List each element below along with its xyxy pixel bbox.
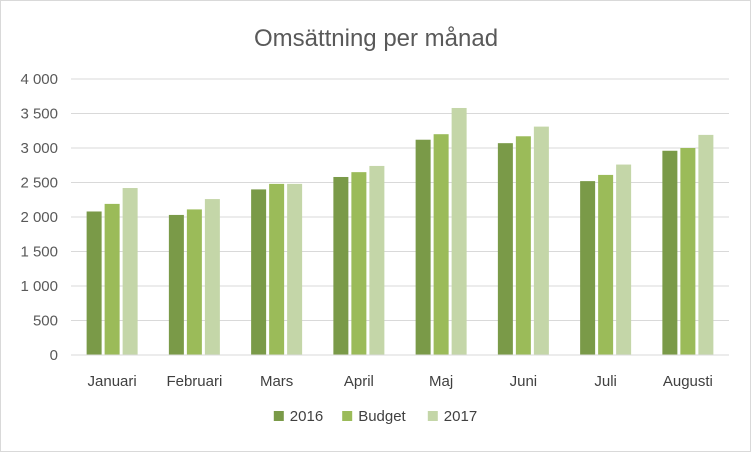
bar-budget-juni: [515, 136, 531, 355]
y-tick-label: 500: [33, 313, 58, 330]
y-tick-label: 3 500: [20, 106, 58, 123]
legend-label-budget: Budget: [358, 408, 406, 425]
x-category-label: Juli: [594, 373, 617, 390]
y-tick-label: 2 500: [20, 175, 58, 192]
y-tick-label: 2 000: [20, 209, 58, 226]
bar-2016-mars: [251, 189, 267, 355]
bar-budget-mars: [269, 183, 285, 355]
x-axis-categories: Januari Februari Mars April Maj Juni Juli Augus…: [88, 373, 713, 390]
x-category-label: Februari: [166, 373, 222, 390]
x-category-label: Maj: [429, 373, 453, 390]
bar-budget-maj: [433, 134, 449, 355]
bar-2016-januari: [86, 211, 102, 355]
bar-2016-maj: [415, 139, 431, 355]
y-tick-label: 3 000: [20, 140, 58, 157]
bar-2017-juni: [533, 126, 549, 355]
bar-2017-april: [369, 165, 385, 355]
bar-2017-juli: [616, 164, 632, 355]
bar-2017-maj: [451, 107, 467, 355]
bar-2017-januari: [122, 188, 138, 355]
bar-2017-augusti: [698, 134, 714, 355]
bar-budget-februari: [186, 209, 202, 355]
legend-swatch-2016: [273, 411, 284, 421]
bars: [86, 107, 714, 355]
bar-2016-april: [333, 176, 349, 355]
y-tick-label: 1 000: [20, 278, 58, 295]
legend-swatch-budget: [342, 411, 353, 421]
x-category-label: Augusti: [663, 373, 713, 390]
bar-2016-juni: [497, 143, 513, 355]
legend-label-2016: 2016: [290, 408, 323, 425]
bar-2017-februari: [204, 199, 220, 355]
legend-label-2017: 2017: [444, 408, 477, 425]
x-category-label: April: [344, 373, 374, 390]
bar-budget-augusti: [680, 148, 696, 355]
bar-2016-juli: [580, 181, 596, 355]
legend-swatch-2017: [427, 411, 438, 421]
x-category-label: Januari: [88, 373, 137, 390]
bar-budget-januari: [104, 203, 120, 355]
y-tick-label: 1 500: [20, 244, 58, 261]
y-tick-label: 0: [50, 347, 58, 364]
legend: 2016 Budget 2017: [273, 408, 477, 425]
bar-2016-augusti: [662, 150, 678, 355]
bar-budget-april: [351, 172, 367, 355]
bar-2017-mars: [287, 183, 303, 355]
y-tick-label: 4 000: [20, 71, 58, 88]
x-category-label: Mars: [260, 373, 293, 390]
y-axis-ticks: 0 500 1 000 1 500 2 000 2 500 3 000 3 500 4 000: [20, 71, 58, 364]
chart-title: Omsättning per månad: [254, 25, 498, 52]
x-category-label: Juni: [510, 373, 538, 390]
bar-2016-februari: [168, 214, 184, 355]
bar-budget-juli: [598, 174, 614, 355]
